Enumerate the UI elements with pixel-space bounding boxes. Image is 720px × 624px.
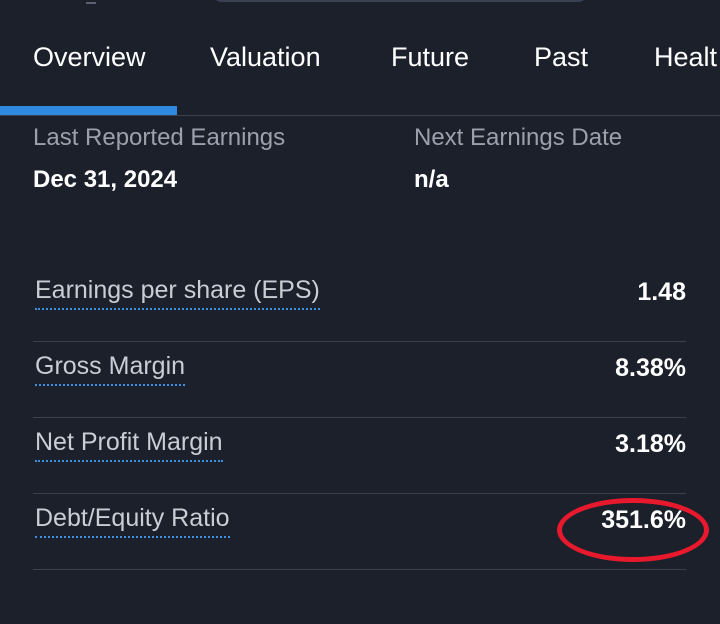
tab-valuation[interactable]: Valuation [210,42,321,72]
metric-row-eps: Earnings per share (EPS) 1.48 [33,266,686,342]
metric-value-gross-margin: 8.38% [615,354,686,382]
metric-value-eps: 1.48 [637,278,686,306]
tab-future[interactable]: Future [391,42,470,72]
metric-label-eps[interactable]: Earnings per share (EPS) [35,276,320,310]
next-earnings-date-label: Next Earnings Date [414,124,623,151]
metric-row-gross-margin: Gross Margin 8.38% [33,342,686,418]
metric-value-debt-equity: 351.6% [601,506,686,534]
tab-past[interactable]: Past [534,42,589,72]
metric-value-net-profit-margin: 3.18% [615,430,686,458]
tab-bar: Overview Valuation Future Past Healt [0,0,720,116]
metric-label-net-profit-margin[interactable]: Net Profit Margin [35,428,223,462]
last-reported-earnings-value: Dec 31, 2024 [33,166,178,193]
last-reported-earnings-label: Last Reported Earnings [33,124,286,151]
metric-label-debt-equity[interactable]: Debt/Equity Ratio [35,504,230,538]
metric-row-debt-equity: Debt/Equity Ratio 351.6% [33,494,686,570]
tab-overview[interactable]: Overview [33,42,146,72]
metric-label-gross-margin[interactable]: Gross Margin [35,352,186,386]
next-earnings-date-value: n/a [414,166,449,193]
active-tab-indicator [0,106,177,115]
tab-health[interactable]: Healt [654,42,718,72]
metric-row-net-profit-margin: Net Profit Margin 3.18% [33,418,686,494]
top-divider-mark [86,0,96,4]
